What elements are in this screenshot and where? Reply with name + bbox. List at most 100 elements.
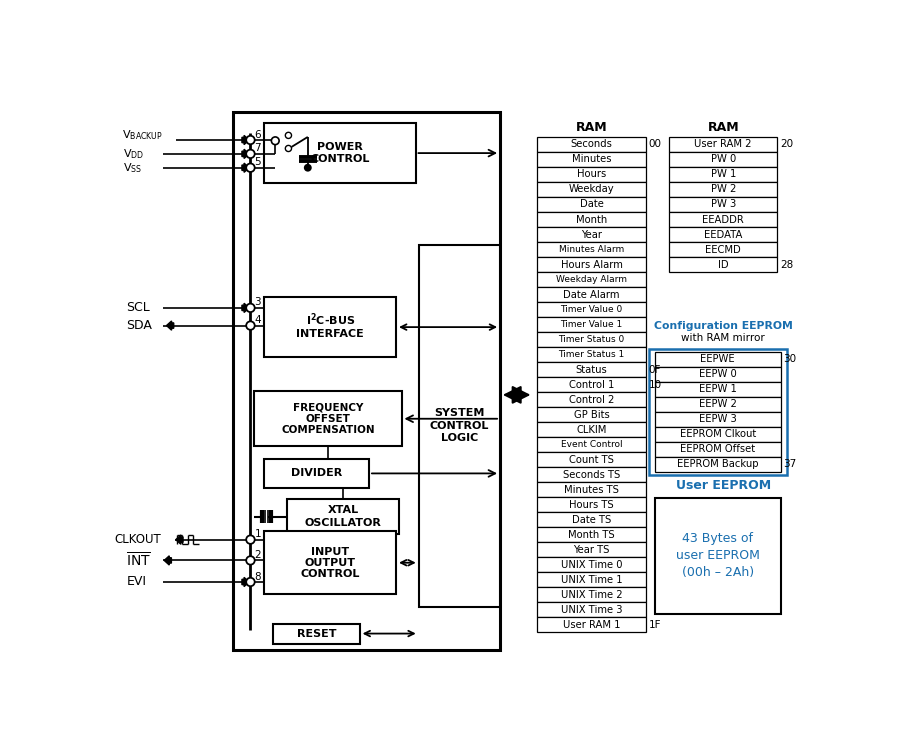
FancyArrow shape	[242, 135, 249, 144]
Text: with RAM mirror: with RAM mirror	[681, 333, 765, 343]
Text: EVI: EVI	[126, 575, 147, 588]
Text: Count TS: Count TS	[569, 455, 614, 465]
Bar	[537, 257, 645, 272]
Bar	[655, 397, 780, 412]
Text: EEPW 1: EEPW 1	[698, 384, 737, 395]
Text: OFFSET: OFFSET	[305, 414, 350, 424]
Circle shape	[285, 132, 292, 138]
Bar	[537, 347, 645, 362]
Text: EEPW 0: EEPW 0	[699, 369, 736, 380]
Text: 7: 7	[255, 144, 261, 153]
Bar	[537, 422, 645, 437]
Bar	[255, 391, 401, 447]
Text: 8: 8	[255, 572, 261, 581]
Text: Minutes: Minutes	[572, 154, 611, 165]
Text: 37: 37	[784, 460, 796, 469]
Text: POWER: POWER	[317, 142, 363, 152]
Text: OUTPUT: OUTPUT	[305, 558, 356, 568]
Circle shape	[247, 304, 255, 312]
Text: Timer Value 1: Timer Value 1	[561, 320, 623, 329]
Text: User EEPROM: User EEPROM	[676, 479, 770, 492]
Bar	[537, 332, 645, 347]
FancyArrow shape	[166, 321, 174, 330]
Text: EEPROM Offset: EEPROM Offset	[680, 445, 755, 454]
Circle shape	[247, 535, 255, 544]
Text: Hours TS: Hours TS	[569, 500, 614, 510]
Bar	[537, 302, 645, 317]
Text: SCL: SCL	[126, 302, 150, 314]
Bar	[669, 137, 778, 152]
Text: Minutes TS: Minutes TS	[564, 485, 619, 494]
Text: Minutes Alarm: Minutes Alarm	[559, 245, 624, 254]
Text: SYSTEM: SYSTEM	[434, 408, 484, 418]
Text: INTERFACE: INTERFACE	[296, 329, 364, 339]
Bar	[655, 498, 780, 614]
Text: Hours Alarm: Hours Alarm	[561, 259, 623, 270]
Bar	[669, 212, 778, 227]
Bar	[537, 452, 645, 467]
Bar	[287, 499, 400, 534]
Bar	[669, 197, 778, 212]
Text: 2: 2	[255, 550, 261, 560]
Text: Weekday Alarm: Weekday Alarm	[556, 275, 627, 284]
Text: Control 1: Control 1	[569, 380, 614, 389]
Text: UNIX Time 3: UNIX Time 3	[561, 605, 622, 615]
Bar	[537, 497, 645, 513]
Text: 10: 10	[649, 380, 662, 389]
Text: EEPW 2: EEPW 2	[698, 399, 737, 409]
Text: Hours: Hours	[577, 169, 606, 179]
Bar	[537, 542, 645, 557]
Text: EEPW 3: EEPW 3	[699, 414, 736, 424]
Text: Event Control: Event Control	[561, 440, 622, 449]
Text: EEPROM Clkout: EEPROM Clkout	[680, 429, 756, 439]
Bar	[418, 245, 500, 606]
Text: RAM: RAM	[576, 121, 608, 134]
Bar	[265, 297, 396, 357]
Bar	[669, 227, 778, 242]
Circle shape	[247, 150, 255, 158]
Bar	[537, 528, 645, 542]
Circle shape	[272, 137, 279, 144]
Text: Timer Value 0: Timer Value 0	[561, 305, 623, 314]
FancyArrow shape	[242, 303, 249, 312]
Text: CLKIM: CLKIM	[576, 425, 607, 435]
Text: EEPWE: EEPWE	[700, 355, 735, 364]
Text: 1F: 1F	[649, 620, 662, 630]
Text: CLKOUT: CLKOUT	[114, 533, 161, 546]
Text: CONTROL: CONTROL	[429, 420, 489, 431]
Bar	[537, 152, 645, 167]
Circle shape	[247, 163, 255, 172]
Text: 6: 6	[255, 129, 261, 140]
Text: 4: 4	[255, 315, 261, 325]
Text: $\mathregular{V_{DD}}$: $\mathregular{V_{DD}}$	[123, 147, 145, 161]
Bar	[537, 272, 645, 287]
Circle shape	[247, 321, 255, 330]
FancyArrow shape	[164, 556, 171, 565]
Bar	[537, 197, 645, 212]
Bar	[655, 442, 780, 457]
Text: Weekday: Weekday	[569, 184, 615, 194]
Bar	[655, 367, 780, 382]
Text: 20: 20	[780, 139, 794, 150]
Bar	[537, 467, 645, 482]
Bar	[669, 182, 778, 197]
Text: PW 1: PW 1	[710, 169, 736, 179]
Bar	[537, 587, 645, 603]
Bar	[537, 513, 645, 528]
Text: (00h – 2Ah): (00h – 2Ah)	[681, 566, 754, 579]
Text: 28: 28	[780, 259, 794, 270]
Text: COMPENSATION: COMPENSATION	[281, 425, 374, 435]
Text: Seconds: Seconds	[571, 139, 612, 150]
Bar	[273, 624, 360, 643]
Text: UNIX Time 1: UNIX Time 1	[561, 575, 622, 585]
Text: Control 2: Control 2	[569, 395, 614, 404]
Text: Date Alarm: Date Alarm	[563, 290, 620, 299]
Text: ID: ID	[718, 259, 728, 270]
Circle shape	[247, 578, 255, 586]
Bar	[232, 113, 500, 649]
Bar	[537, 437, 645, 452]
Text: Date TS: Date TS	[572, 515, 611, 525]
Bar	[537, 482, 645, 497]
Text: User RAM 1: User RAM 1	[562, 620, 620, 630]
Text: GP Bits: GP Bits	[573, 410, 609, 420]
